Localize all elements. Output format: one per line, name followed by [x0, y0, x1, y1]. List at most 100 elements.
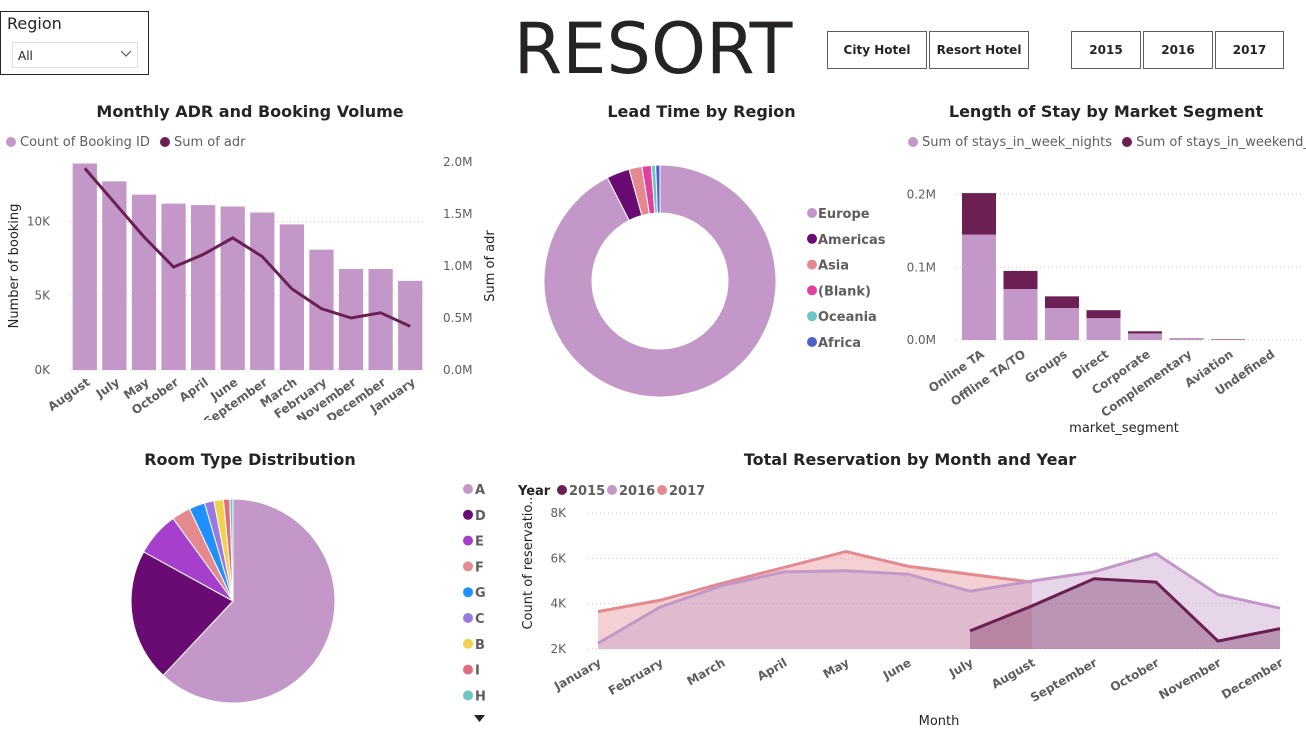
- stay-chart-title: Length of Stay by Market Segment: [948, 102, 1264, 121]
- resort-hotel-button[interactable]: Resort Hotel: [929, 31, 1029, 69]
- legend-label: B: [475, 638, 485, 653]
- stay-chart-legend: Sum of stays_in_week_nights Sum of stays…: [908, 135, 1306, 150]
- legend-label: 2016: [619, 484, 655, 499]
- reservation-area-chart: 2K 4K 6K 8K January February March April May June…: [517, 484, 1286, 729]
- legend-label: E: [475, 535, 484, 550]
- bar-weekend-nights: [1003, 270, 1038, 290]
- y-tick-label: 10K: [27, 214, 51, 228]
- donut-slice: [655, 164, 661, 214]
- legend-label: A: [475, 483, 485, 498]
- bar: [368, 268, 393, 370]
- legend-label: D: [475, 509, 486, 524]
- bar-weekend-nights: [1128, 331, 1162, 334]
- pie-slice: [162, 498, 336, 704]
- legend-swatch: [463, 638, 473, 649]
- y-tick-label: 0.0M: [907, 333, 936, 347]
- legend-label: F: [475, 560, 484, 575]
- legend-label: 2017: [669, 484, 705, 499]
- legend-label: Africa: [818, 336, 861, 351]
- x-tick-label: Groups: [1022, 347, 1070, 386]
- series-line: [597, 549, 1033, 614]
- pie-slice: [229, 498, 234, 602]
- year-2015-button[interactable]: 2015: [1071, 31, 1141, 69]
- legend-label: Oceania: [818, 310, 877, 325]
- legend-swatch: [159, 137, 170, 147]
- legend-scroll-down-icon: [474, 715, 485, 722]
- legend-swatch: [6, 137, 16, 147]
- legend-swatch: [463, 664, 473, 675]
- bar: [220, 206, 245, 370]
- adr-chart-legend: Count of Booking ID Sum of adr: [6, 135, 246, 150]
- y-tick-label: 6K: [550, 551, 567, 565]
- legend-swatch: [463, 613, 473, 623]
- legend-swatch: [607, 485, 617, 495]
- legend-label: C: [475, 612, 485, 627]
- room-type-chart-title: Room Type Distribution: [144, 450, 356, 469]
- legend-swatch: [557, 485, 567, 495]
- x-tick-label: August: [45, 375, 92, 414]
- legend-swatch: [807, 311, 817, 322]
- x-tick-label: October: [1108, 655, 1162, 694]
- y-tick-label: 5K: [34, 289, 51, 303]
- legend-swatch: [807, 285, 817, 296]
- legend-swatch: [807, 233, 817, 244]
- bar: [161, 203, 186, 370]
- region-slicer: Region All: [0, 11, 149, 75]
- donut-slice: [543, 164, 777, 398]
- city-hotel-button[interactable]: City Hotel: [827, 31, 927, 69]
- y-axis-label: Number of booking: [7, 204, 22, 329]
- legend-swatch: [807, 337, 817, 347]
- x-tick-label: July: [93, 375, 122, 401]
- bar-week-nights: [1211, 339, 1245, 340]
- year-2016-button[interactable]: 2016: [1143, 31, 1213, 69]
- y-tick-label: 8K: [550, 506, 567, 520]
- legend-label: Sum of adr: [173, 135, 246, 150]
- legend-label: H: [475, 689, 486, 704]
- legend-swatch: [463, 587, 473, 598]
- legend-label: Count of Booking ID: [20, 135, 150, 150]
- bar-weekend-nights: [1086, 310, 1121, 319]
- bar-week-nights: [1086, 318, 1121, 340]
- x-tick-label: May: [821, 655, 852, 681]
- legend-swatch: [463, 535, 473, 546]
- region-slicer-title: Region: [7, 14, 62, 33]
- series-area: [970, 578, 1280, 649]
- series-line: [597, 552, 1281, 645]
- legend-swatch: [463, 509, 473, 520]
- bar: [250, 212, 275, 370]
- pie-slice: [130, 551, 234, 677]
- bar: [279, 224, 305, 370]
- bar: [102, 181, 127, 370]
- y-tick-label: 0K: [34, 363, 51, 377]
- legend-swatch: [463, 484, 473, 494]
- x-tick-label: June: [880, 655, 914, 682]
- year-2017-button[interactable]: 2017: [1215, 31, 1284, 69]
- y-tick-label: 4K: [550, 597, 567, 611]
- bar: [72, 163, 97, 370]
- y2-tick-label: 0.5M: [443, 311, 472, 325]
- x-tick-label: July: [946, 655, 976, 680]
- legend-label: Sum of stays_in_week_nights: [922, 135, 1112, 150]
- x-axis-label: market_segment: [1069, 421, 1179, 436]
- x-tick-label: September: [1028, 655, 1100, 704]
- x-tick-label: March: [684, 655, 727, 688]
- region-dropdown[interactable]: All: [12, 42, 138, 68]
- series-line: [969, 577, 1281, 643]
- bar-weekend-nights: [1045, 296, 1079, 308]
- bar-weekend-nights: [962, 193, 996, 235]
- y2-tick-label: 1.5M: [443, 207, 472, 221]
- region-dropdown-value: All: [18, 49, 33, 63]
- x-tick-label: December: [1219, 655, 1285, 701]
- bar-week-nights: [1169, 338, 1204, 340]
- x-tick-label: Offline TA/TO: [948, 347, 1028, 409]
- legend-title: Year: [517, 484, 551, 499]
- legend-label: Asia: [818, 259, 849, 274]
- bar: [190, 205, 216, 370]
- series-line: [83, 167, 411, 328]
- y-axis-label: Count of reservatio...: [521, 492, 536, 629]
- x-tick-label: August: [989, 655, 1038, 691]
- legend-label: 2015: [569, 484, 605, 499]
